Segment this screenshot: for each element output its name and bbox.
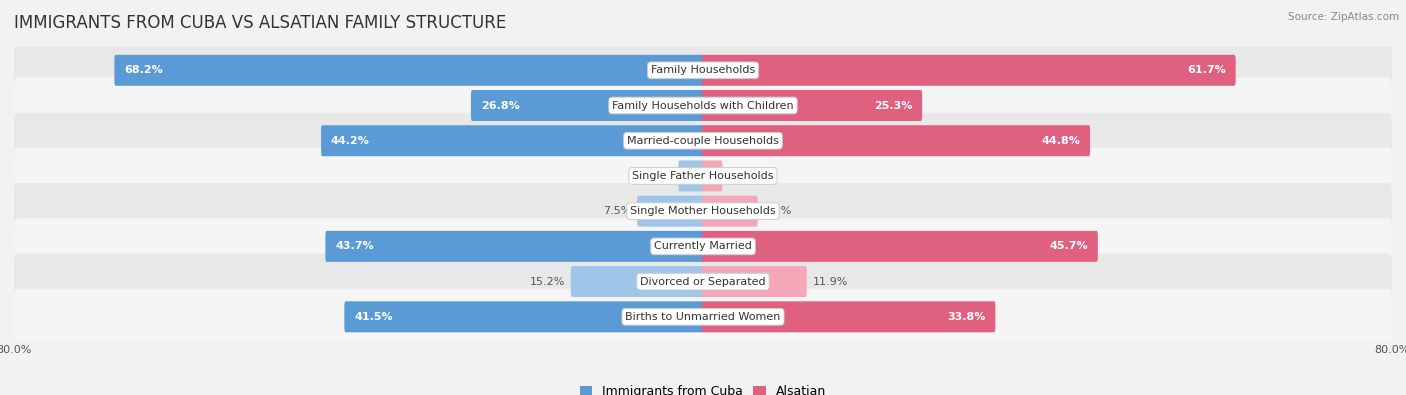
Text: IMMIGRANTS FROM CUBA VS ALSATIAN FAMILY STRUCTURE: IMMIGRANTS FROM CUBA VS ALSATIAN FAMILY … <box>14 14 506 32</box>
Text: 43.7%: 43.7% <box>335 241 374 251</box>
Text: 2.7%: 2.7% <box>644 171 673 181</box>
FancyBboxPatch shape <box>14 218 1392 275</box>
FancyBboxPatch shape <box>702 301 995 332</box>
FancyBboxPatch shape <box>325 231 704 262</box>
Text: Single Mother Households: Single Mother Households <box>630 206 776 216</box>
FancyBboxPatch shape <box>14 289 1392 345</box>
FancyBboxPatch shape <box>702 196 758 227</box>
Text: Family Households: Family Households <box>651 65 755 75</box>
Text: 11.9%: 11.9% <box>813 276 848 287</box>
FancyBboxPatch shape <box>114 55 704 86</box>
FancyBboxPatch shape <box>702 160 723 192</box>
Text: 41.5%: 41.5% <box>354 312 392 322</box>
FancyBboxPatch shape <box>321 125 704 156</box>
FancyBboxPatch shape <box>702 231 1098 262</box>
FancyBboxPatch shape <box>702 90 922 121</box>
FancyBboxPatch shape <box>14 254 1392 310</box>
FancyBboxPatch shape <box>14 113 1392 169</box>
Text: Single Father Households: Single Father Households <box>633 171 773 181</box>
Text: Divorced or Separated: Divorced or Separated <box>640 276 766 287</box>
FancyBboxPatch shape <box>571 266 704 297</box>
Text: 33.8%: 33.8% <box>948 312 986 322</box>
Text: 25.3%: 25.3% <box>875 100 912 111</box>
FancyBboxPatch shape <box>679 160 704 192</box>
Text: 45.7%: 45.7% <box>1049 241 1088 251</box>
FancyBboxPatch shape <box>702 266 807 297</box>
Text: 15.2%: 15.2% <box>530 276 565 287</box>
Text: Married-couple Households: Married-couple Households <box>627 136 779 146</box>
Text: 26.8%: 26.8% <box>481 100 520 111</box>
Text: 2.1%: 2.1% <box>728 171 756 181</box>
Text: 6.2%: 6.2% <box>763 206 792 216</box>
Text: Source: ZipAtlas.com: Source: ZipAtlas.com <box>1288 12 1399 22</box>
Text: 44.8%: 44.8% <box>1042 136 1080 146</box>
FancyBboxPatch shape <box>14 148 1392 204</box>
FancyBboxPatch shape <box>702 125 1090 156</box>
FancyBboxPatch shape <box>702 55 1236 86</box>
Text: 68.2%: 68.2% <box>124 65 163 75</box>
Text: 7.5%: 7.5% <box>603 206 631 216</box>
Text: 61.7%: 61.7% <box>1187 65 1226 75</box>
Legend: Immigrants from Cuba, Alsatian: Immigrants from Cuba, Alsatian <box>579 385 827 395</box>
Text: Births to Unmarried Women: Births to Unmarried Women <box>626 312 780 322</box>
Text: Family Households with Children: Family Households with Children <box>612 100 794 111</box>
Text: 44.2%: 44.2% <box>330 136 370 146</box>
Text: Currently Married: Currently Married <box>654 241 752 251</box>
FancyBboxPatch shape <box>344 301 704 332</box>
FancyBboxPatch shape <box>14 77 1392 134</box>
FancyBboxPatch shape <box>637 196 704 227</box>
FancyBboxPatch shape <box>471 90 704 121</box>
FancyBboxPatch shape <box>14 42 1392 98</box>
FancyBboxPatch shape <box>14 183 1392 239</box>
